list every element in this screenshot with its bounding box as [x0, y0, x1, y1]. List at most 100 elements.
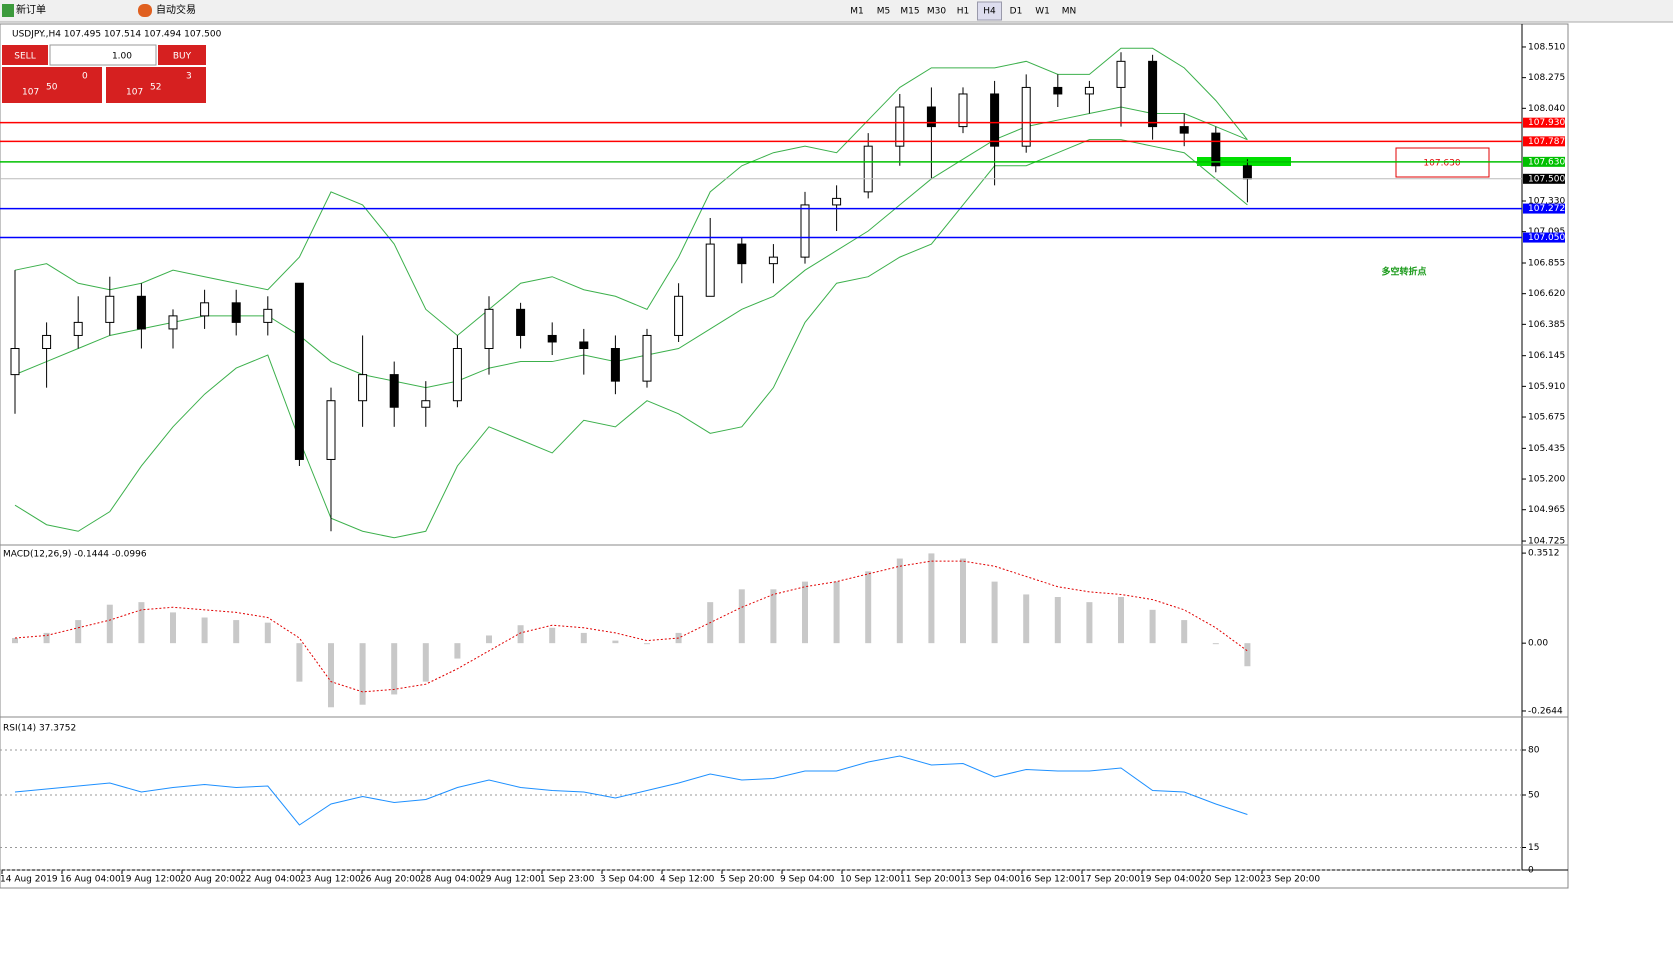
timeframe-button[interactable]: MN [1062, 7, 1077, 17]
macd-bar [12, 638, 18, 644]
sell-button[interactable] [2, 45, 48, 65]
macd-bar [233, 620, 240, 644]
macd-bar [1149, 609, 1156, 644]
candle-body [768, 256, 778, 265]
macd-bar [359, 643, 366, 705]
timeframe-button[interactable]: H4 [983, 7, 996, 17]
level-tag [1523, 117, 1565, 128]
lot-input[interactable] [49, 44, 157, 66]
level-label: 107.500 [1528, 174, 1565, 184]
candle-body [832, 197, 842, 206]
ask-box[interactable] [106, 67, 206, 103]
macd-bar [1054, 597, 1061, 644]
x-tick-label: 10 Sep 12:00 [840, 875, 900, 885]
timeframe-button[interactable]: M30 [927, 7, 946, 17]
macd-bar [391, 643, 398, 695]
timeframe-button[interactable]: H1 [957, 7, 970, 17]
y-tick-label: 106.145 [1528, 351, 1565, 361]
candle-body [705, 243, 715, 297]
candle-body [958, 93, 968, 128]
x-tick-label: 22 Aug 04:00 [240, 875, 301, 885]
candle-body [200, 302, 210, 317]
macd-bar [644, 643, 650, 645]
ask-prefix: 107 [126, 88, 143, 98]
candle-body [1116, 60, 1126, 88]
x-tick-label: 17 Sep 20:00 [1080, 875, 1140, 885]
macd-signal [14, 560, 1248, 693]
bollinger-band [14, 47, 1248, 337]
macd-bar [580, 632, 587, 644]
candle-body [263, 308, 273, 323]
timeframe-button[interactable]: M5 [877, 7, 891, 17]
y-tick-label: -0.2644 [1528, 706, 1563, 716]
new-order-icon[interactable] [2, 4, 14, 17]
x-tick-label: 14 Aug 2019 [0, 875, 58, 885]
macd-bar [106, 604, 113, 644]
x-tick-label: 19 Sep 04:00 [1140, 875, 1200, 885]
bid-prefix: 107 [22, 88, 39, 98]
candle-body [1021, 86, 1031, 147]
macd-bar [1023, 594, 1030, 644]
y-tick-label: 105.435 [1528, 444, 1565, 454]
y-tick-label: 108.040 [1528, 104, 1565, 114]
x-tick-label: 4 Sep 12:00 [660, 875, 715, 885]
toolbar [0, 0, 1673, 22]
candle-body [42, 334, 52, 350]
candle-body [358, 374, 368, 402]
candle-body [389, 374, 399, 408]
rsi-label: RSI(14) 37.3752 [3, 724, 76, 734]
candle-body [231, 302, 241, 323]
callout: 107.630 [1423, 159, 1460, 169]
bollinger-band [14, 139, 1248, 539]
timeframe-button[interactable]: M15 [900, 7, 919, 17]
macd-bar [422, 643, 429, 682]
x-tick-label: 26 Aug 20:00 [360, 875, 421, 885]
level-label: 107.630 [1528, 157, 1565, 167]
y-tick-label: 104.965 [1528, 505, 1565, 515]
auto-trade-button[interactable]: 自动交易 [156, 3, 196, 16]
candle-body [452, 348, 462, 402]
x-tick-label: 20 Sep 12:00 [1200, 875, 1260, 885]
timeframe-button[interactable]: D1 [1010, 7, 1023, 17]
y-tick-label: 107.330 [1528, 197, 1565, 207]
macd-bar [75, 620, 82, 644]
x-tick-label: 1 Sep 23:00 [540, 875, 595, 885]
ask-sup: 3 [186, 72, 192, 82]
candle-body [1242, 165, 1252, 180]
new-order-button[interactable]: 新订单 [16, 3, 46, 16]
candle-body [421, 400, 431, 408]
macd-bar [1181, 620, 1188, 644]
y-tick-label: 50 [1528, 791, 1540, 801]
y-tick-label: 0.00 [1528, 639, 1548, 649]
candle-body [547, 334, 557, 343]
candle-body [642, 334, 652, 382]
x-tick-label: 5 Sep 20:00 [720, 875, 775, 885]
sell-label: SELL [14, 52, 35, 62]
macd-bar [454, 643, 461, 659]
x-tick-label: 16 Aug 04:00 [60, 875, 121, 885]
y-tick-label: 80 [1528, 746, 1540, 756]
timeframe-button[interactable]: M1 [850, 7, 864, 17]
candle-body [863, 145, 873, 193]
y-tick-label: 0 [1528, 866, 1534, 876]
buy-button[interactable] [158, 45, 206, 65]
macd-bar [1086, 602, 1093, 644]
candle-body [294, 282, 304, 460]
trade-panel: SELL 1.00 BUY 107 50 0 107 52 3 [2, 44, 206, 103]
candle-body [579, 341, 589, 350]
lot-value: 1.00 [112, 52, 132, 62]
macd-bar [1244, 643, 1251, 667]
candle-body [73, 321, 83, 336]
auto-trade-icon[interactable] [138, 4, 152, 17]
bid-box[interactable] [2, 67, 102, 103]
y-tick-label: 104.725 [1528, 537, 1565, 547]
x-tick-label: 9 Sep 04:00 [780, 875, 835, 885]
macd-bar [960, 558, 966, 644]
annotation: 多空转折点 [1381, 266, 1426, 278]
candle-body [926, 106, 936, 128]
level-tag [1523, 136, 1565, 147]
y-tick-label: 107.095 [1528, 227, 1565, 237]
timeframe-button[interactable]: W1 [1035, 7, 1050, 17]
